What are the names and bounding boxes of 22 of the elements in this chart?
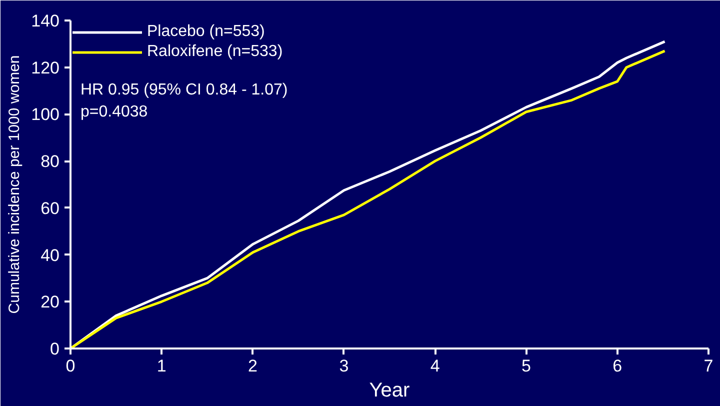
x-tick-label: 1 [156, 356, 166, 376]
legend-label: Raloxifene (n=533) [147, 43, 283, 61]
annotation: HR 0.95 (95% CI 0.84 - 1.07) [80, 82, 288, 98]
x-tick-label: 4 [430, 356, 440, 376]
y-tick-label: 80 [40, 152, 60, 172]
legend-label: Placebo (n=553) [147, 23, 265, 41]
x-tick-label: 5 [521, 356, 531, 376]
y-axis-title: Cumulative incidence per 1000 women [6, 55, 24, 314]
x-tick-label: 0 [66, 356, 76, 376]
x-axis-title: Year [369, 380, 410, 402]
y-tick-label: 20 [40, 292, 60, 312]
x-tick-label: 3 [339, 356, 349, 376]
annotation: p=0.4038 [80, 104, 148, 120]
x-tick-label: 2 [248, 356, 258, 376]
x-tick-label: 6 [612, 356, 622, 376]
x-tick-label: 7 [704, 356, 714, 376]
y-tick-label: 40 [40, 246, 60, 265]
y-tick-label: 120 [31, 58, 60, 78]
y-tick-label: 0 [50, 340, 60, 358]
y-tick-label: 60 [40, 198, 60, 218]
y-tick-label: 140 [31, 12, 60, 30]
y-tick-label: 100 [31, 105, 60, 124]
